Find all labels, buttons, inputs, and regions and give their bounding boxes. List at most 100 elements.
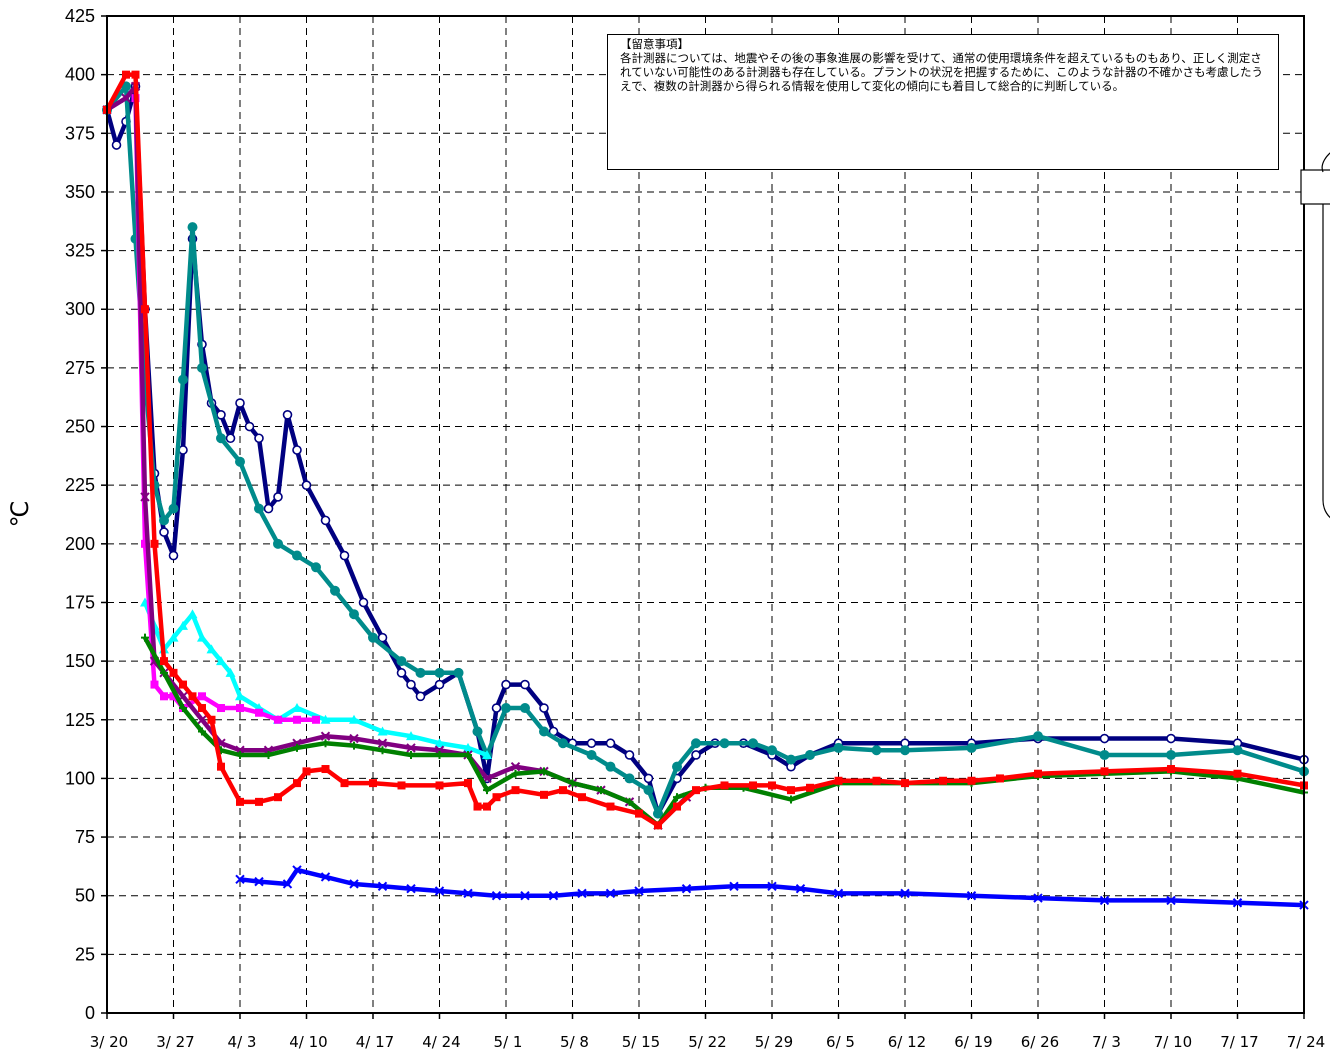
data-point — [966, 890, 977, 901]
data-point — [482, 749, 492, 759]
data-point — [491, 890, 502, 901]
data-point — [255, 797, 263, 806]
data-point — [586, 749, 597, 760]
data-point — [150, 680, 159, 689]
data-point — [491, 703, 502, 713]
data-point — [643, 785, 654, 796]
x-axis-ticks: 3/ 20 3/ 27 4/ 3 4/ 10 4/ 17 4/ 24 5/ 1 5/ 8 5/ … — [90, 1013, 1325, 1051]
data-point — [768, 781, 776, 790]
data-point — [198, 704, 206, 713]
data-point — [321, 765, 330, 774]
data-point — [111, 140, 122, 150]
data-point — [160, 668, 168, 677]
data-point — [217, 704, 225, 713]
data-point — [273, 492, 283, 502]
data-point — [586, 738, 597, 749]
data-point — [492, 793, 501, 802]
y-tick-label: 100 — [65, 768, 95, 788]
data-point — [178, 620, 188, 630]
data-point — [787, 795, 795, 804]
data-point — [198, 727, 206, 736]
data-point — [320, 731, 331, 741]
data-point — [178, 374, 188, 385]
data-point — [311, 562, 321, 573]
data-point — [312, 715, 320, 724]
data-point — [235, 398, 245, 408]
data-point — [635, 809, 643, 818]
data-point — [464, 750, 472, 759]
data-point — [681, 883, 692, 894]
data-point — [141, 305, 149, 314]
data-point — [729, 881, 739, 892]
data-point — [397, 781, 406, 790]
data-point — [1166, 733, 1176, 744]
data-point — [510, 761, 521, 772]
data-point — [805, 749, 815, 760]
data-point — [302, 767, 311, 776]
data-point — [282, 409, 293, 420]
data-point — [749, 781, 757, 790]
data-point — [720, 781, 729, 790]
data-point — [833, 888, 844, 899]
series-6 — [141, 633, 1308, 830]
y-tick-label: 75 — [75, 827, 95, 847]
data-point — [872, 776, 881, 785]
y-tick-label: 350 — [65, 182, 95, 202]
data-point — [483, 786, 491, 795]
data-point — [624, 773, 635, 784]
data-point — [1100, 767, 1109, 776]
data-point — [377, 726, 388, 736]
data-point — [540, 767, 548, 776]
data-point — [274, 715, 282, 724]
data-point — [236, 797, 244, 806]
data-point — [1233, 769, 1242, 778]
data-point — [625, 797, 634, 806]
data-point — [568, 779, 577, 788]
data-point — [235, 456, 245, 467]
y-tick-label: 425 — [65, 6, 95, 26]
data-point — [1033, 893, 1043, 903]
x-tick-label: 6/ 19 — [954, 1033, 992, 1051]
data-point — [654, 821, 662, 830]
data-point — [293, 715, 301, 724]
data-point — [415, 667, 426, 678]
data-point — [520, 679, 530, 690]
data-point — [1166, 749, 1176, 760]
data-point — [188, 692, 197, 701]
data-point — [150, 539, 159, 548]
data-point — [1033, 731, 1043, 742]
x-tick-label: 7/ 3 — [1092, 1033, 1121, 1051]
data-point — [216, 433, 226, 444]
data-point — [1034, 769, 1042, 778]
notice-text: 各計測器については、地震やその後の事象進展の影響を受けて、通常の使用環境条件を超… — [620, 51, 1263, 93]
data-point — [225, 667, 236, 677]
data-point — [672, 761, 682, 772]
data-point — [473, 802, 482, 811]
data-point — [369, 779, 377, 788]
data-point — [282, 879, 293, 889]
data-point — [141, 539, 149, 548]
data-point — [605, 888, 616, 899]
data-point — [1167, 765, 1175, 774]
data-point — [254, 503, 264, 514]
data-point — [140, 492, 150, 502]
x-tick-label: 5/ 22 — [688, 1033, 726, 1051]
y-tick-label: 225 — [65, 475, 95, 495]
data-point — [377, 632, 388, 643]
x-tick-label: 6/ 12 — [888, 1033, 926, 1051]
data-point — [349, 714, 359, 724]
y-tick-label: 275 — [65, 358, 95, 378]
data-point — [236, 704, 244, 713]
data-point — [274, 793, 282, 802]
x-tick-label: 5/ 8 — [560, 1033, 589, 1051]
x-tick-label: 6/ 5 — [826, 1033, 855, 1051]
data-point — [558, 738, 568, 749]
x-tick-label: 4/ 24 — [422, 1033, 460, 1051]
data-point — [1099, 749, 1110, 760]
data-point — [691, 750, 701, 760]
y-tick-label: 300 — [65, 299, 95, 319]
data-point — [254, 876, 264, 887]
data-point — [160, 692, 168, 701]
data-point — [121, 93, 131, 103]
data-point — [939, 776, 947, 785]
